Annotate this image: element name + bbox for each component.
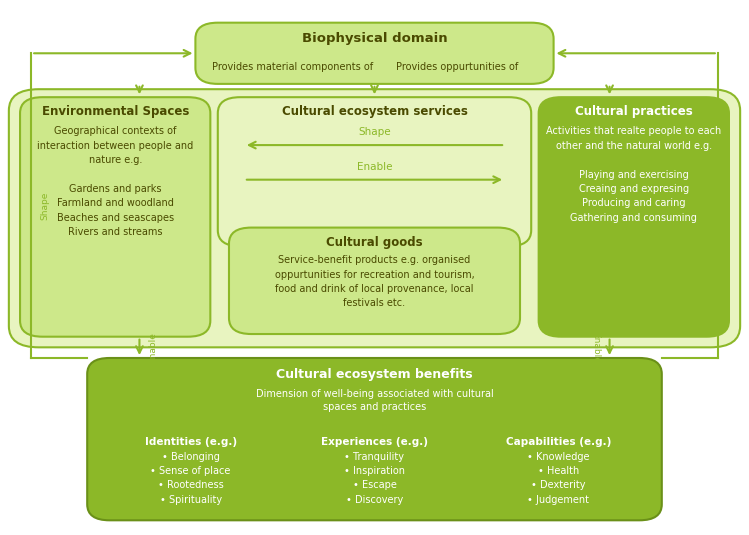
Text: Capabilities (e.g.): Capabilities (e.g.) bbox=[506, 437, 611, 447]
Text: Experiences (e.g.): Experiences (e.g.) bbox=[321, 437, 428, 447]
Text: Dimension of well-being associated with cultural
spaces and practices: Dimension of well-being associated with … bbox=[255, 389, 494, 412]
Text: Provides material components of: Provides material components of bbox=[211, 62, 373, 72]
Text: Cultural practices: Cultural practices bbox=[575, 105, 693, 118]
Text: Enable: Enable bbox=[592, 332, 601, 363]
Text: Service-benefit products e.g. organised
oppurtunities for recreation and tourism: Service-benefit products e.g. organised … bbox=[275, 255, 474, 309]
FancyBboxPatch shape bbox=[229, 227, 520, 334]
Text: Enable: Enable bbox=[148, 332, 157, 363]
Text: Cultural ecosystem benefits: Cultural ecosystem benefits bbox=[276, 368, 473, 380]
FancyBboxPatch shape bbox=[195, 22, 554, 84]
FancyBboxPatch shape bbox=[9, 89, 740, 347]
Text: Shape: Shape bbox=[700, 192, 709, 220]
Text: Shape: Shape bbox=[358, 127, 391, 137]
Text: Provides oppurtunities of: Provides oppurtunities of bbox=[395, 62, 518, 72]
Text: • Belonging
• Sense of place
• Rootedness
• Spirituality: • Belonging • Sense of place • Rootednes… bbox=[151, 452, 231, 505]
Text: Enable: Enable bbox=[357, 162, 392, 172]
FancyBboxPatch shape bbox=[20, 97, 210, 337]
Text: Shape: Shape bbox=[40, 192, 49, 220]
Text: Biophysical domain: Biophysical domain bbox=[302, 32, 447, 45]
Text: Geographical contexts of
interaction between people and
nature e.g.

Gardens and: Geographical contexts of interaction bet… bbox=[37, 126, 193, 237]
Text: Activities that realte people to each
other and the natural world e.g.

Playing : Activities that realte people to each ot… bbox=[546, 126, 721, 223]
Text: Identities (e.g.): Identities (e.g.) bbox=[145, 437, 237, 447]
Text: Environmental Spaces: Environmental Spaces bbox=[41, 105, 189, 118]
FancyBboxPatch shape bbox=[218, 97, 531, 246]
Text: Cultural ecosystem services: Cultural ecosystem services bbox=[282, 105, 467, 118]
Text: • Tranquility
• Inspiration
• Escape
• Discovery: • Tranquility • Inspiration • Escape • D… bbox=[344, 452, 405, 505]
FancyBboxPatch shape bbox=[539, 97, 729, 337]
Text: Cultural goods: Cultural goods bbox=[326, 235, 423, 249]
FancyBboxPatch shape bbox=[87, 358, 662, 521]
Text: • Knowledge
• Health
• Dexterity
• Judgement: • Knowledge • Health • Dexterity • Judge… bbox=[527, 452, 589, 505]
